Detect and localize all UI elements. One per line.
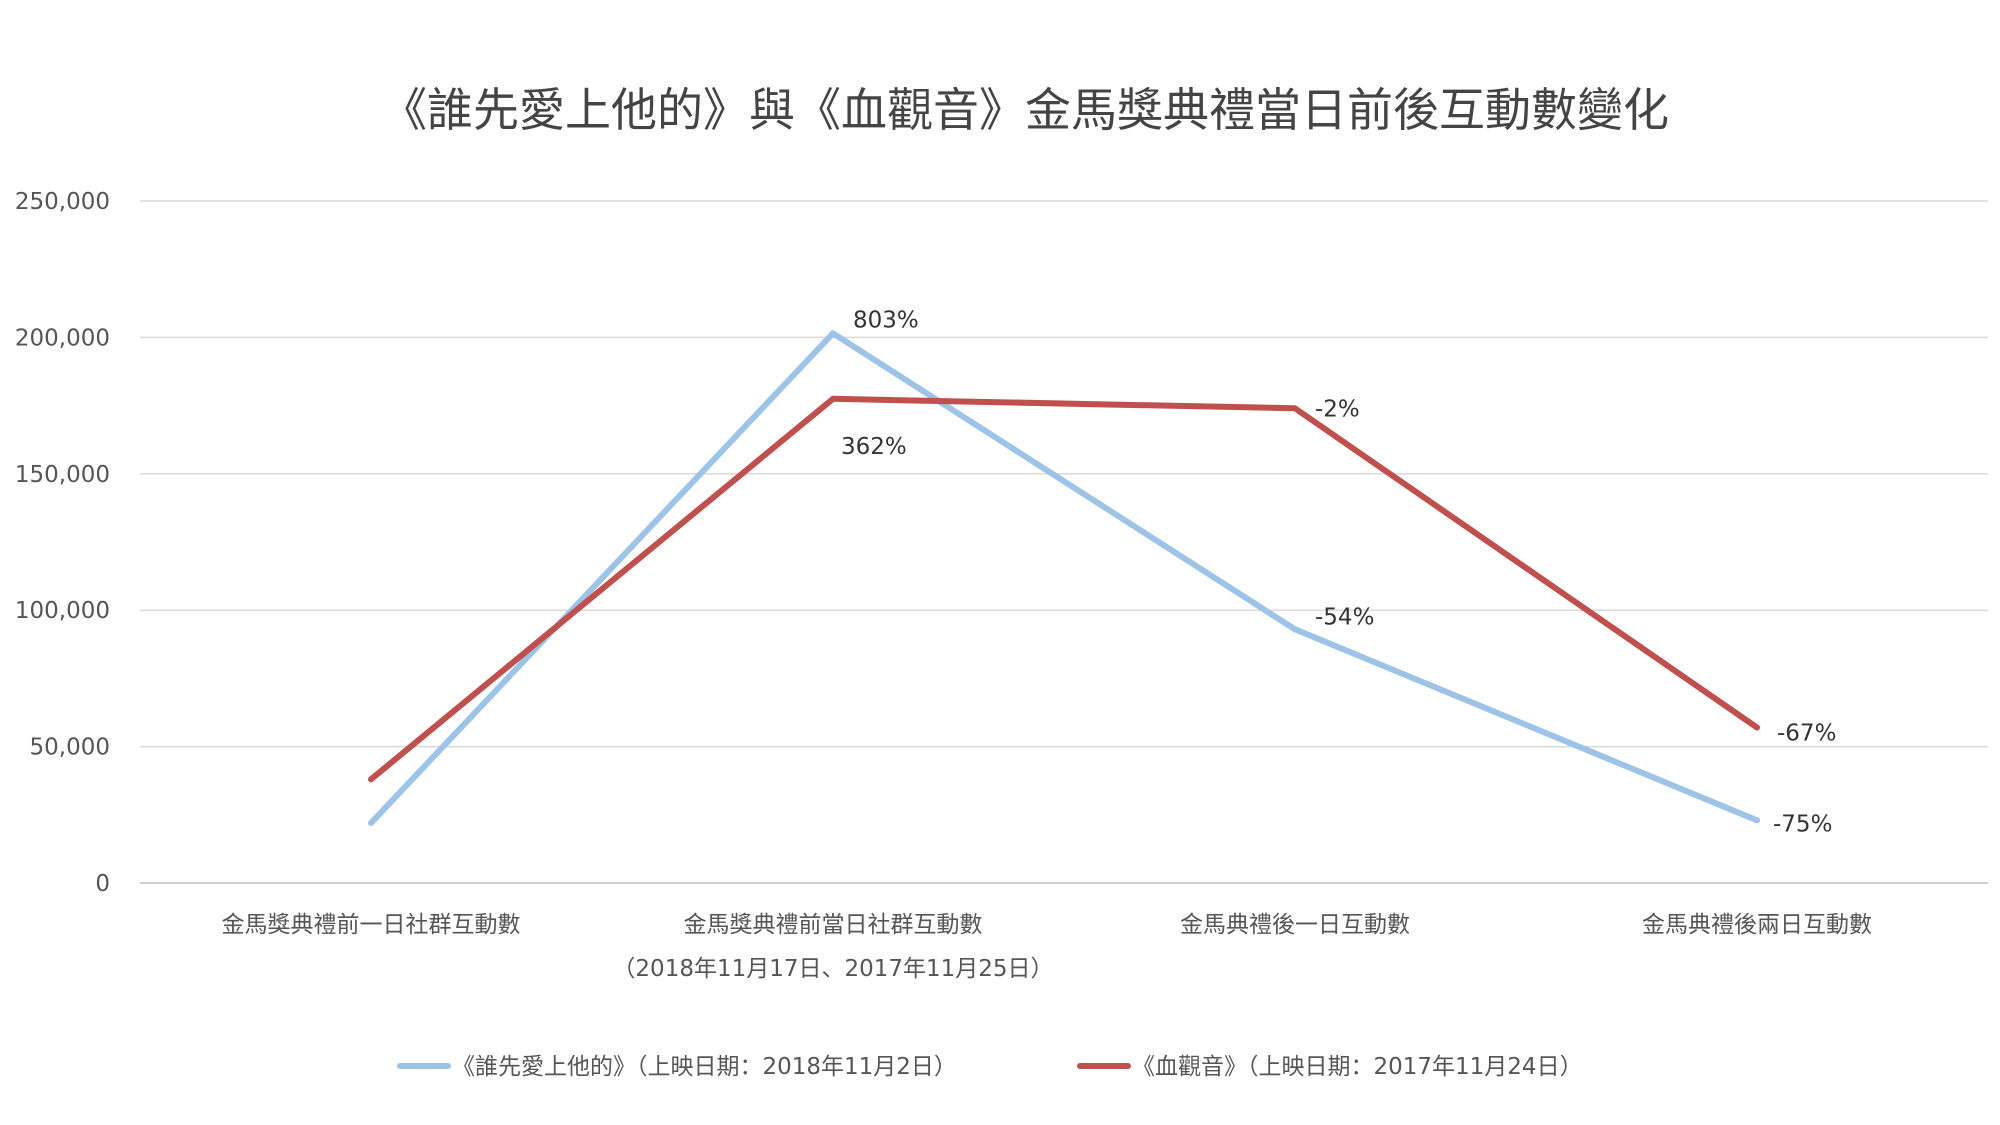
y-tick-label: 250,000: [15, 189, 110, 215]
series-lines: [368, 330, 1760, 826]
series-line-2: [368, 395, 1760, 783]
series-line-1: [368, 330, 1760, 826]
x-category-label: 金馬獎典禮前一日社群互動數: [222, 912, 521, 938]
x-axis-categories: 金馬獎典禮前一日社群互動數 金馬獎典禮前當日社群互動數 （2018年11月17日、2…: [222, 912, 1873, 982]
x-category-label: 金馬典禮後兩日互動數: [1642, 912, 1872, 938]
y-tick-label: 150,000: [15, 462, 110, 488]
data-label: -2%: [1315, 396, 1360, 422]
x-category-label: 金馬獎典禮前當日社群互動數: [684, 912, 983, 938]
legend-label: 《誰先愛上他的》（上映日期：2018年11月2日）: [452, 1054, 957, 1080]
y-tick-label: 100,000: [15, 598, 110, 624]
legend: 《誰先愛上他的》（上映日期：2018年11月2日） 《血觀音》（上映日期：2017…: [397, 1054, 1583, 1080]
y-tick-label: 0: [95, 871, 110, 897]
x-category-label: 金馬典禮後一日互動數: [1180, 912, 1410, 938]
gridlines: [140, 200, 1988, 884]
x-category-sublabel: （2018年11月17日、2017年11月25日）: [612, 956, 1053, 982]
y-tick-label: 200,000: [15, 325, 110, 351]
y-tick-label: 50,000: [30, 735, 110, 761]
data-label: 362%: [841, 434, 907, 460]
y-axis-ticks: 0 50,000 100,000 150,000 200,000 250,000: [15, 189, 110, 897]
data-label: -67%: [1777, 721, 1836, 747]
data-label: -75%: [1773, 811, 1832, 837]
data-label: 803%: [853, 307, 919, 333]
legend-label: 《血觀音》（上映日期：2017年11月24日）: [1132, 1054, 1583, 1080]
chart-title: 《誰先愛上他的》與《血觀音》金馬獎典禮當日前後互動數變化: [381, 83, 1669, 137]
data-labels: 803% -54% -75% 362% -2% -67%: [841, 307, 1836, 837]
data-label: -54%: [1315, 604, 1374, 630]
